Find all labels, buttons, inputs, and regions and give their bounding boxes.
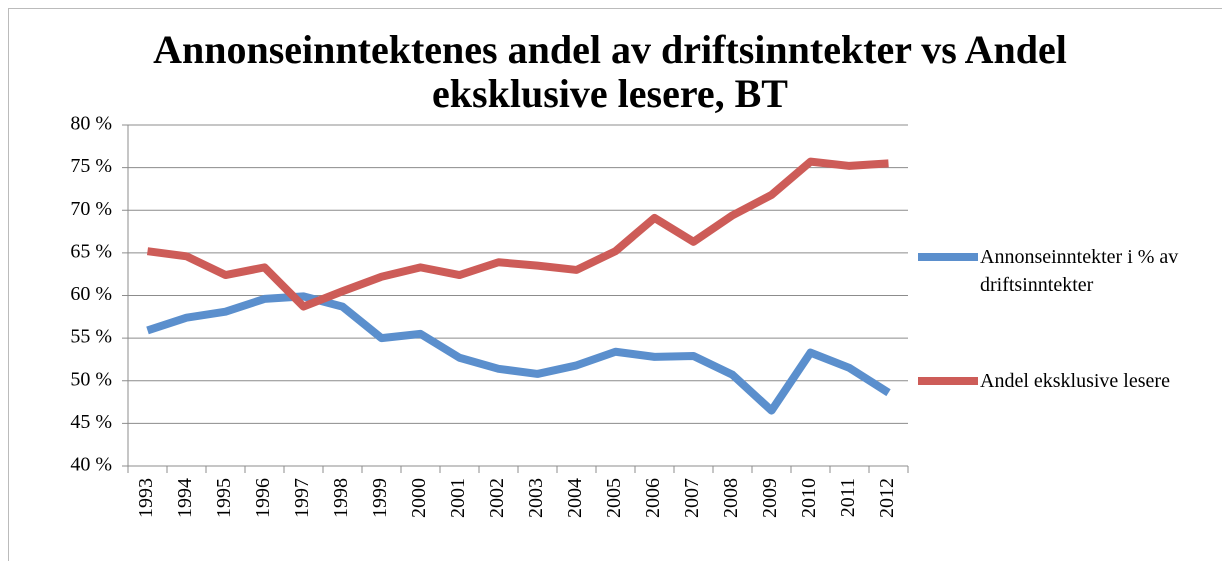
x-tick-label: 1993 <box>135 478 157 518</box>
y-tick-label: 60 % <box>70 283 112 305</box>
x-tick-label: 2007 <box>681 478 703 518</box>
x-tick-label: 2003 <box>525 478 547 518</box>
x-tick-label: 2006 <box>642 478 664 518</box>
x-tick-label: 1994 <box>174 478 196 518</box>
y-tick-label: 50 % <box>70 368 112 390</box>
x-tick-label: 2008 <box>720 478 742 518</box>
y-tick-label: 75 % <box>70 155 112 177</box>
y-tick-label: 80 % <box>70 113 112 135</box>
legend-label: Andel eksklusive lesere <box>980 370 1170 392</box>
series-line <box>146 292 891 415</box>
x-tick-label: 2004 <box>564 478 586 518</box>
x-tick-label: 2001 <box>447 478 469 518</box>
y-tick-label: 55 % <box>70 326 112 348</box>
x-tick-label: 2012 <box>876 478 898 518</box>
x-tick-label: 2011 <box>837 478 859 517</box>
chart-frame <box>8 8 1222 561</box>
y-tick-label: 65 % <box>70 240 112 262</box>
x-tick-label: 2002 <box>486 478 508 518</box>
legend-label: Annonseinntekter i % av driftsinntekter <box>980 246 1179 296</box>
x-tick-label: 2010 <box>798 478 820 518</box>
y-tick-label: 70 % <box>70 198 112 220</box>
x-tick-label: 2000 <box>408 478 430 518</box>
x-tick-label: 1997 <box>291 478 313 518</box>
y-tick-label: 40 % <box>70 454 112 476</box>
x-tick-label: 1996 <box>252 478 274 518</box>
chart-title: Annonseinntektenes andel av driftsinntek… <box>153 27 1067 116</box>
x-tick-label: 1995 <box>213 478 235 518</box>
x-tick-label: 1998 <box>330 478 352 518</box>
x-tick-label: 2005 <box>603 478 625 518</box>
y-tick-label: 45 % <box>70 411 112 433</box>
x-tick-label: 1999 <box>369 478 391 518</box>
series-line <box>146 157 889 311</box>
x-tick-label: 2009 <box>759 478 781 518</box>
